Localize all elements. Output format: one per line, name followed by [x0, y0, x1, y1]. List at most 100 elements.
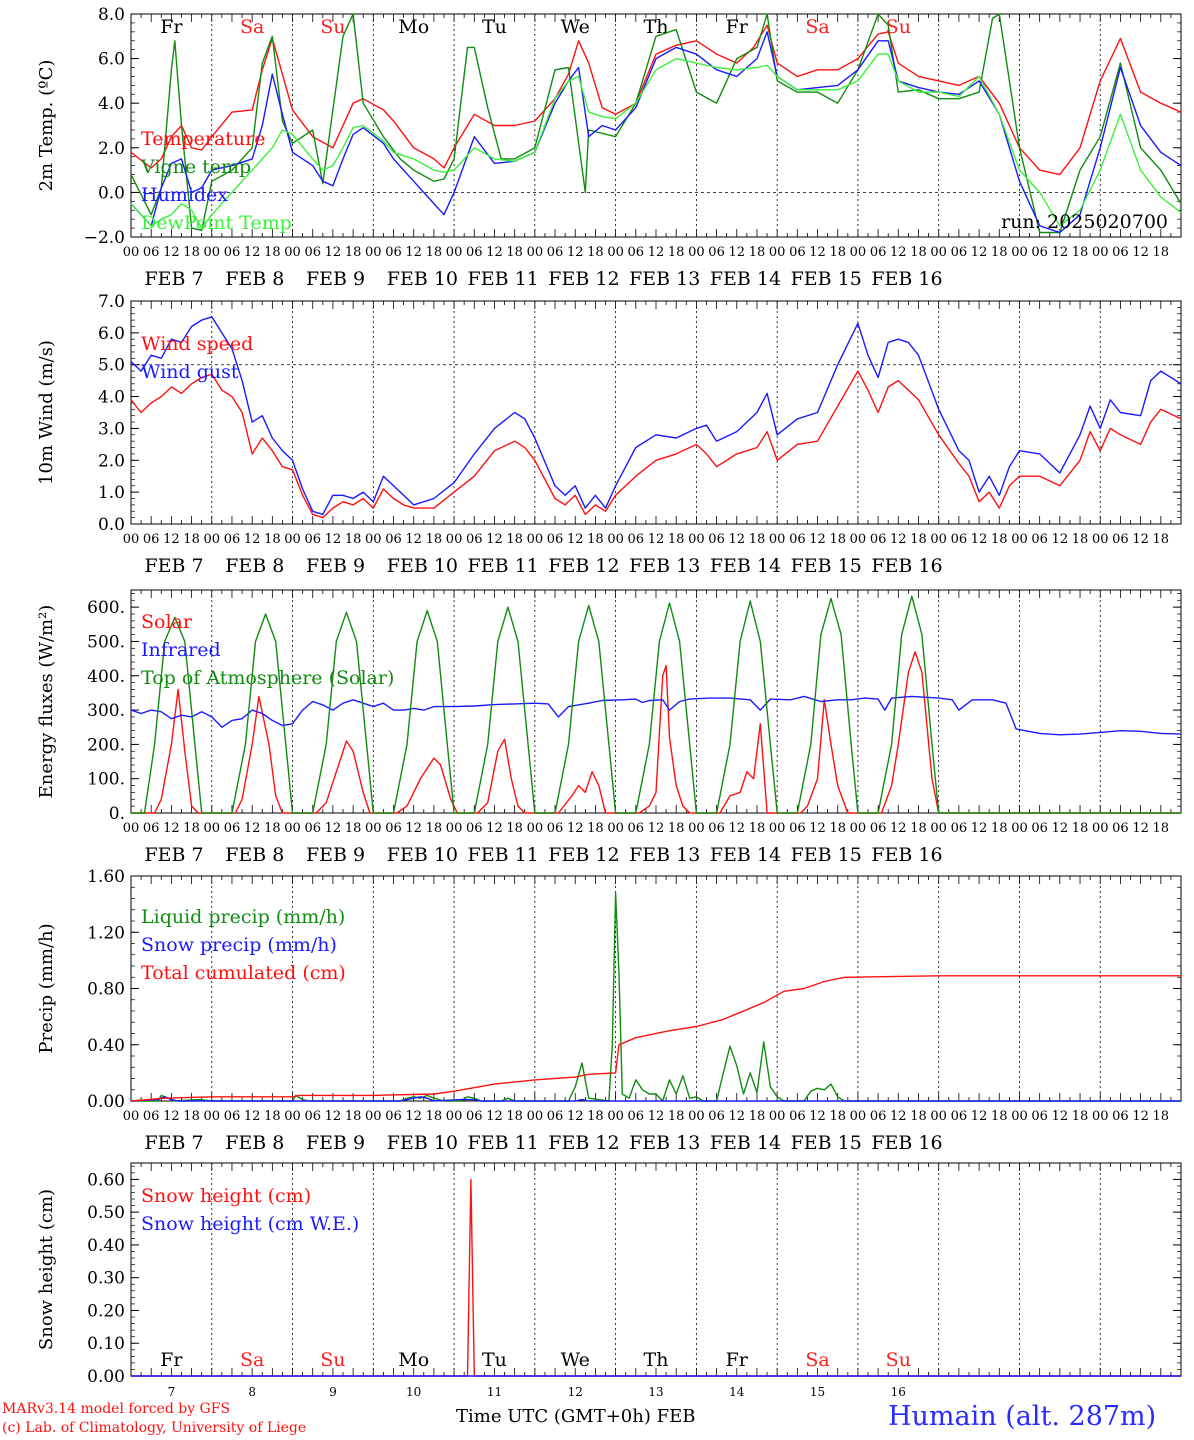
x-hour-label: 12	[809, 821, 826, 836]
x-hour-label: 18	[1072, 245, 1089, 260]
x-date-label: FEB 15	[791, 555, 862, 577]
x-hour-label: 18	[345, 1109, 362, 1124]
x-hour-label: 12	[325, 245, 342, 260]
weekday-label: Su	[886, 16, 911, 38]
x-hour-label: 00	[688, 245, 705, 260]
x-date-label: FEB 9	[306, 268, 365, 290]
x-hour-label: 18	[506, 245, 523, 260]
x-hour-label: 18	[668, 1109, 685, 1124]
x-hour-label: 00	[1011, 245, 1028, 260]
weekday-label: Tu	[482, 1349, 507, 1371]
x-date-label: FEB 11	[468, 844, 539, 866]
y-axis-title: 10m Wind (m/s)	[36, 340, 57, 485]
x-hour-label: 06	[1112, 821, 1129, 836]
x-hour-label: 12	[567, 532, 584, 547]
x-hour-label: 12	[244, 532, 261, 547]
x-hour-label: 12	[325, 1109, 342, 1124]
x-hour-label: 00	[527, 1109, 544, 1124]
x-hour-label: 12	[809, 245, 826, 260]
y-tick-label: 0.0	[98, 183, 125, 203]
x-date-label: FEB 14	[710, 844, 781, 866]
legend-entry: Total cumulated (cm)	[141, 962, 346, 984]
panel-frame	[130, 13, 1182, 238]
x-hour-label: 00	[1011, 532, 1028, 547]
legend-entry: DewPoint Temp	[141, 212, 292, 234]
x-hour-label: 18	[1153, 821, 1170, 836]
x-hour-label: 00	[446, 245, 463, 260]
x-hour-label: 18	[991, 245, 1008, 260]
x-hour-label: 00	[769, 1109, 786, 1124]
x-hour-label: 00	[1011, 821, 1028, 836]
x-hour-label: 06	[1112, 532, 1129, 547]
y-axis-title: Snow height (cm)	[36, 1189, 57, 1350]
x-hour-label: 00	[446, 1109, 463, 1124]
weekday-label: Th	[644, 1349, 669, 1371]
x-hour-label: 12	[244, 1109, 261, 1124]
x-hour-label: 00	[850, 1109, 867, 1124]
x-hour-label: 12	[405, 1109, 422, 1124]
x-hour-label: 00	[850, 245, 867, 260]
x-date-label: FEB 10	[387, 1132, 458, 1154]
x-date-label: FEB 7	[144, 555, 203, 577]
weekday-label: Su	[320, 1349, 345, 1371]
y-tick-label: 400.	[87, 667, 125, 687]
x-hour-label: 00	[769, 821, 786, 836]
weekday-label: Fr	[726, 16, 749, 38]
series-line-temperature	[130, 24, 1182, 176]
x-date-label: FEB 9	[306, 844, 365, 866]
x-hour-label: 12	[567, 821, 584, 836]
x-hour-label: 00	[446, 821, 463, 836]
x-hour-label: 00	[123, 821, 140, 836]
x-date-label: FEB 10	[387, 268, 458, 290]
x-hour-label: 18	[991, 532, 1008, 547]
x-axis-label: Time UTC (GMT+0h)	[456, 1406, 651, 1427]
y-tick-label: 6.0	[98, 50, 125, 70]
legend-entry: Snow height (cm W.E.)	[141, 1213, 359, 1235]
x-hour-label: 00	[1092, 532, 1109, 547]
weekday-label: Fr	[160, 1349, 183, 1371]
x-hour-label: 12	[1132, 245, 1149, 260]
x-hour-label: 06	[385, 1109, 402, 1124]
x-hour-label: 12	[1132, 532, 1149, 547]
x-hour-label: 12	[728, 1109, 745, 1124]
x-hour-label: 12	[1132, 1109, 1149, 1124]
legend-entry: Temperature	[141, 128, 265, 150]
y-tick-label: 500.	[87, 632, 125, 652]
x-hour-label: 00	[203, 821, 220, 836]
x-hour-label: 00	[688, 532, 705, 547]
x-hour-label: 18	[749, 245, 766, 260]
x-hour-label: 18	[264, 532, 281, 547]
y-tick-label: 200.	[87, 735, 125, 755]
weekday-label: Su	[886, 1349, 911, 1371]
x-hour-label: 12	[486, 245, 503, 260]
x-hour-label: 06	[870, 532, 887, 547]
x-hour-label: 00	[930, 821, 947, 836]
x-hour-label: 12	[244, 245, 261, 260]
x-hour-label: 18	[1153, 532, 1170, 547]
x-hour-label: 00	[203, 245, 220, 260]
legend-entry: Wind gust	[141, 361, 239, 383]
y-tick-label: 8.0	[98, 5, 125, 25]
x-hour-label: 18	[587, 245, 604, 260]
x-hour-label: 06	[547, 1109, 564, 1124]
x-hour-label: 06	[951, 532, 968, 547]
x-hour-label: 00	[607, 532, 624, 547]
legend-entry: Top of Atmosphere (Solar)	[141, 667, 394, 689]
y-tick-label: 0.50	[87, 1203, 125, 1223]
x-hour-label: 06	[951, 1109, 968, 1124]
station-name: Humain (alt. 287m)	[888, 1401, 1157, 1432]
x-hour-label: 06	[870, 1109, 887, 1124]
x-day-number: 13	[648, 1385, 663, 1399]
x-date-label: FEB 14	[710, 555, 781, 577]
x-hour-label: 06	[385, 245, 402, 260]
x-date-label: FEB 13	[629, 268, 700, 290]
x-hour-label: 06	[1031, 245, 1048, 260]
x-hour-label: 12	[648, 821, 665, 836]
x-date-label: FEB 16	[871, 844, 942, 866]
legend-entry: Humidex	[141, 184, 228, 206]
x-hour-label: 12	[971, 1109, 988, 1124]
x-hour-label: 18	[506, 821, 523, 836]
x-hour-label: 18	[264, 1109, 281, 1124]
x-hour-label: 06	[628, 821, 645, 836]
weekday-label: Fr	[160, 16, 183, 38]
